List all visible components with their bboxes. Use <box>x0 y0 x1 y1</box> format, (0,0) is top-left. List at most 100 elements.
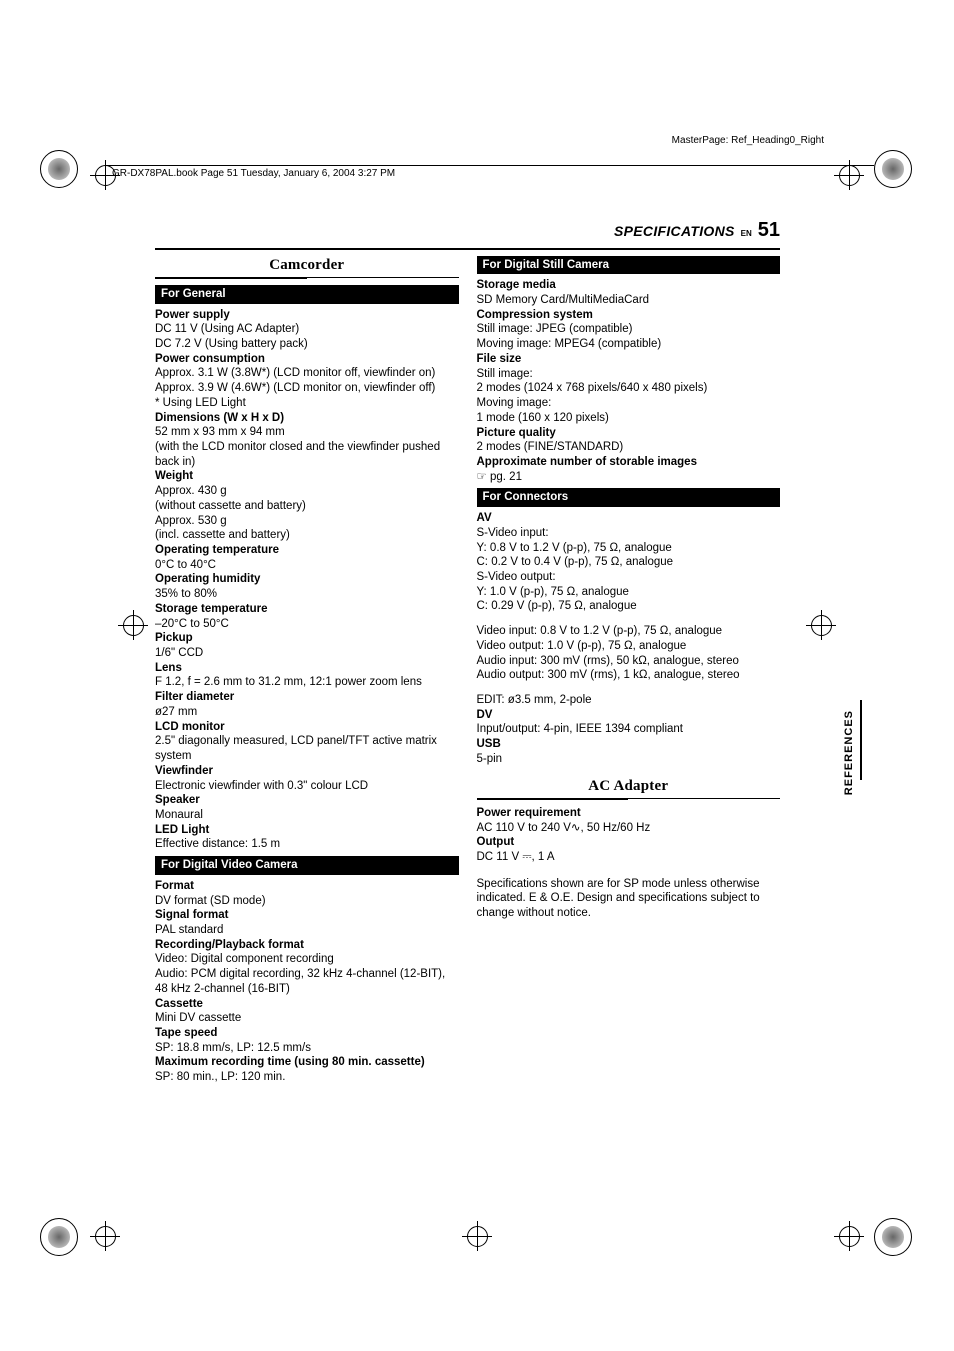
format-1: DV format (SD mode) <box>155 894 459 909</box>
power-supply-2: DC 7.2 V (Using battery pack) <box>155 337 459 352</box>
lcd-h: LCD monitor <box>155 720 459 735</box>
speaker-1: Monaural <box>155 808 459 823</box>
references-tab: REFERENCES <box>842 710 856 795</box>
av-4: S-Video output: <box>477 570 781 585</box>
signal-1: PAL standard <box>155 923 459 938</box>
power-req-1: AC 110 V to 240 V∿, 50 Hz/60 Hz <box>477 821 781 836</box>
av-8: Video output: 1.0 V (p-p), 75 Ω, analogu… <box>477 639 781 654</box>
av-1: S-Video input: <box>477 526 781 541</box>
tapespeed-1: SP: 18.8 mm/s, LP: 12.5 mm/s <box>155 1041 459 1056</box>
specifications-title: SPECIFICATIONS <box>614 223 735 241</box>
power-cons-3: * Using LED Light <box>155 396 459 411</box>
av-9: Audio input: 300 mV (rms), 50 kΩ, analog… <box>477 654 781 669</box>
filesize-2: 2 modes (1024 x 768 pixels/640 x 480 pix… <box>477 381 781 396</box>
reg-mark-bl <box>40 1218 78 1256</box>
power-req-1b: , 50 Hz/60 Hz <box>581 822 651 834</box>
recpb-2: Audio: PCM digital recording, 32 kHz 4-c… <box>155 967 459 996</box>
lens-1: F 1.2, f = 2.6 mm to 31.2 mm, 12:1 power… <box>155 675 459 690</box>
viewfinder-1: Electronic viewfinder with 0.3" colour L… <box>155 779 459 794</box>
lens-h: Lens <box>155 661 459 676</box>
power-supply-h: Power supply <box>155 308 459 323</box>
av-h: AV <box>477 511 781 526</box>
sttemp-h: Storage temperature <box>155 602 459 617</box>
title-rule <box>155 248 780 250</box>
viewfinder-h: Viewfinder <box>155 764 459 779</box>
for-still-bar: For Digital Still Camera <box>477 256 781 275</box>
dv-1: Input/output: 4-pin, IEEE 1394 compliant <box>477 722 781 737</box>
output-1: DC 11 V ⎓, 1 A <box>477 850 781 865</box>
compression-1: Still image: JPEG (compatible) <box>477 322 781 337</box>
cross-mark-bc <box>462 1221 492 1251</box>
footer-note: Specifications shown are for SP mode unl… <box>477 877 781 921</box>
left-column: Camcorder For General Power supply DC 11… <box>155 256 459 1085</box>
filesize-h: File size <box>477 352 781 367</box>
masterpage-label: MasterPage: Ref_Heading0_Right <box>672 135 824 148</box>
filter-1: ø27 mm <box>155 705 459 720</box>
output-1a: DC 11 V <box>477 851 523 863</box>
led-h: LED Light <box>155 823 459 838</box>
cross-mark-ml <box>118 610 148 640</box>
page-content: SPECIFICATIONS EN 51 Camcorder For Gener… <box>155 218 780 1085</box>
header-rule <box>105 165 874 166</box>
filesize-1: Still image: <box>477 367 781 382</box>
filesize-3: Moving image: <box>477 396 781 411</box>
reg-mark-tr <box>874 150 912 188</box>
ac-adapter-heading: AC Adapter <box>477 777 781 796</box>
camcorder-rule <box>155 277 459 279</box>
dimensions-h: Dimensions (W x H x D) <box>155 411 459 426</box>
filter-h: Filter diameter <box>155 690 459 705</box>
weight-2: (without cassette and battery) <box>155 499 459 514</box>
dc-symbol-icon: ⎓ <box>522 851 531 863</box>
optemp-1: 0°C to 40°C <box>155 558 459 573</box>
maxrec-h: Maximum recording time (using 80 min. ca… <box>155 1055 459 1070</box>
led-1: Effective distance: 1.5 m <box>155 837 459 852</box>
power-cons-1: Approx. 3.1 W (3.8W*) (LCD monitor off, … <box>155 366 459 381</box>
approxnum-1: ☞ pg. 21 <box>477 470 781 485</box>
ac-adapter-rule <box>477 798 781 800</box>
dimensions-2: (with the LCD monitor closed and the vie… <box>155 440 459 469</box>
av-10: Audio output: 300 mV (rms), 1 kΩ, analog… <box>477 668 781 683</box>
ophum-1: 35% to 80% <box>155 587 459 602</box>
approxnum-h: Approximate number of storable images <box>477 455 781 470</box>
power-cons-h: Power consumption <box>155 352 459 367</box>
camcorder-heading: Camcorder <box>155 256 459 275</box>
dimensions-1: 52 mm x 93 mm x 94 mm <box>155 425 459 440</box>
reg-mark-br <box>874 1218 912 1256</box>
compression-2: Moving image: MPEG4 (compatible) <box>477 337 781 352</box>
edit-line: EDIT: ø3.5 mm, 2-pole <box>477 693 781 708</box>
av-6: C: 0.29 V (p-p), 75 Ω, analogue <box>477 599 781 614</box>
page-title-row: SPECIFICATIONS EN 51 <box>155 218 780 244</box>
ac-symbol-icon: ∿ <box>571 822 581 834</box>
cassette-h: Cassette <box>155 997 459 1012</box>
recpb-h: Recording/Playback format <box>155 938 459 953</box>
weight-h: Weight <box>155 469 459 484</box>
en-label: EN <box>741 229 752 239</box>
page-number: 51 <box>758 218 780 244</box>
pickup-1: 1/6" CCD <box>155 646 459 661</box>
weight-3: Approx. 530 g <box>155 514 459 529</box>
speaker-h: Speaker <box>155 793 459 808</box>
cross-mark-mr <box>806 610 836 640</box>
usb-h: USB <box>477 737 781 752</box>
reg-mark-tl <box>40 150 78 188</box>
picquality-1: 2 modes (FINE/STANDARD) <box>477 440 781 455</box>
format-h: Format <box>155 879 459 894</box>
signal-h: Signal format <box>155 908 459 923</box>
compression-h: Compression system <box>477 308 781 323</box>
usb-1: 5-pin <box>477 752 781 767</box>
for-general-bar: For General <box>155 285 459 304</box>
dv-h: DV <box>477 708 781 723</box>
av-3: C: 0.2 V to 0.4 V (p-p), 75 Ω, analogue <box>477 555 781 570</box>
recpb-1: Video: Digital component recording <box>155 952 459 967</box>
picquality-h: Picture quality <box>477 426 781 441</box>
cross-mark-bl <box>90 1221 120 1251</box>
optemp-h: Operating temperature <box>155 543 459 558</box>
side-tab-rule <box>860 700 862 780</box>
power-req-h: Power requirement <box>477 806 781 821</box>
av-2: Y: 0.8 V to 1.2 V (p-p), 75 Ω, analogue <box>477 541 781 556</box>
pickup-h: Pickup <box>155 631 459 646</box>
storage-media-h: Storage media <box>477 278 781 293</box>
power-supply-1: DC 11 V (Using AC Adapter) <box>155 322 459 337</box>
weight-4: (incl. cassette and battery) <box>155 528 459 543</box>
av-7: Video input: 0.8 V to 1.2 V (p-p), 75 Ω,… <box>477 624 781 639</box>
